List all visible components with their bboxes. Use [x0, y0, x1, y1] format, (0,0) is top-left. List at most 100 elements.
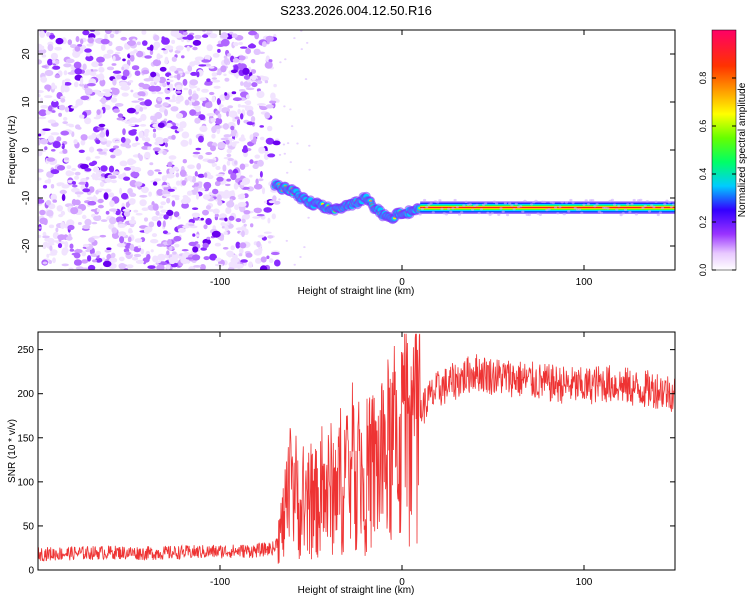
- noise-blob: [205, 205, 212, 210]
- noise-blob: [105, 129, 110, 137]
- noise-blob: [44, 69, 54, 77]
- noise-blob: [224, 92, 228, 96]
- noise-blob: [144, 128, 150, 134]
- noise-blob: [151, 215, 159, 222]
- noise-blob: [137, 152, 141, 159]
- noise-blob: [245, 252, 253, 258]
- noise-blob: [122, 128, 126, 136]
- noise-blob: [165, 123, 173, 128]
- noise-blob: [79, 114, 85, 119]
- noise-blob: [98, 151, 107, 155]
- noise-blob: [267, 235, 274, 239]
- noise-blob: [174, 258, 179, 264]
- noise-blob: [111, 63, 117, 66]
- noise-blob: [75, 36, 80, 43]
- noise-blob: [38, 109, 47, 117]
- band-spread: [652, 205, 656, 209]
- noise-blob: [226, 111, 230, 117]
- noise-blob: [283, 152, 286, 155]
- band-spread: [617, 204, 621, 208]
- noise-blob: [86, 43, 94, 47]
- noise-blob: [192, 46, 198, 51]
- noise-blob: [71, 187, 80, 193]
- noise-blob: [152, 128, 157, 133]
- band-spread: [595, 203, 599, 206]
- noise-blob: [111, 227, 118, 234]
- noise-blob: [198, 187, 206, 191]
- noise-blob: [220, 222, 226, 227]
- noise-blob: [166, 209, 174, 216]
- colorbar-tick-label: 0.2: [698, 216, 708, 229]
- noise-blob: [216, 194, 222, 202]
- noise-blob: [272, 140, 281, 146]
- noise-blob: [111, 179, 117, 184]
- noise-blob: [38, 90, 44, 94]
- noise-blob: [147, 146, 151, 151]
- noise-blob: [129, 51, 135, 57]
- noise-blob: [40, 105, 49, 109]
- band-spread: [599, 211, 604, 215]
- noise-blob: [125, 201, 130, 208]
- noise-blob: [256, 90, 265, 99]
- noise-blob: [89, 146, 95, 153]
- x-tick-label: 0: [399, 577, 405, 588]
- noise-blob: [257, 234, 265, 238]
- noise-blob: [99, 137, 108, 142]
- noise-blob: [71, 168, 77, 171]
- noise-blob: [143, 226, 150, 235]
- noise-blob: [241, 230, 245, 238]
- noise-blob: [65, 58, 75, 64]
- noise-blob: [219, 33, 229, 39]
- noise-blob: [70, 106, 78, 109]
- noise-blob: [95, 250, 102, 256]
- band-spread: [654, 200, 658, 203]
- noise-blob: [274, 259, 281, 267]
- noise-blob: [93, 195, 97, 201]
- noise-blob: [131, 256, 139, 261]
- noise-blob: [233, 42, 239, 47]
- noise-blob: [81, 251, 87, 257]
- noise-blob: [181, 202, 190, 209]
- noise-blob: [128, 123, 136, 127]
- noise-blob: [117, 223, 126, 228]
- noise-blob: [197, 154, 204, 160]
- noise-blob: [82, 188, 91, 193]
- noise-blob: [224, 77, 230, 82]
- band-spread: [438, 199, 442, 202]
- noise-blob: [205, 152, 213, 155]
- noise-blob: [191, 85, 198, 89]
- noise-blob: [67, 39, 73, 46]
- band-spread: [495, 202, 499, 205]
- noise-blob: [248, 30, 258, 36]
- noise-blob: [93, 69, 98, 72]
- spectrogram-y-label: Frequency (Hz): [7, 116, 18, 185]
- noise-blob: [112, 78, 117, 86]
- noise-blob: [66, 171, 75, 176]
- noise-blob: [151, 91, 157, 95]
- noise-blob: [175, 172, 180, 178]
- noise-blob: [170, 30, 179, 37]
- noise-blob: [127, 188, 133, 195]
- noise-blob: [223, 231, 228, 235]
- noise-blob: [245, 100, 252, 106]
- noise-blob: [166, 250, 170, 256]
- noise-blob: [64, 241, 69, 249]
- band-spread: [556, 212, 560, 215]
- noise-blob: [200, 217, 204, 221]
- noise-blob: [69, 243, 74, 249]
- noise-blob: [271, 213, 276, 220]
- noise-blob: [196, 71, 200, 78]
- band-spread: [423, 198, 427, 202]
- noise-blob: [172, 94, 176, 101]
- noise-blob: [192, 154, 199, 158]
- noise-blob: [194, 56, 204, 61]
- noise-blob: [54, 74, 61, 79]
- noise-blob: [148, 85, 158, 92]
- noise-blob: [130, 89, 134, 93]
- noise-blob: [72, 184, 78, 188]
- noise-blob: [231, 33, 238, 38]
- band-spread: [613, 203, 617, 206]
- noise-blob: [247, 43, 257, 49]
- noise-blob: [87, 109, 92, 114]
- noise-blob: [256, 241, 261, 248]
